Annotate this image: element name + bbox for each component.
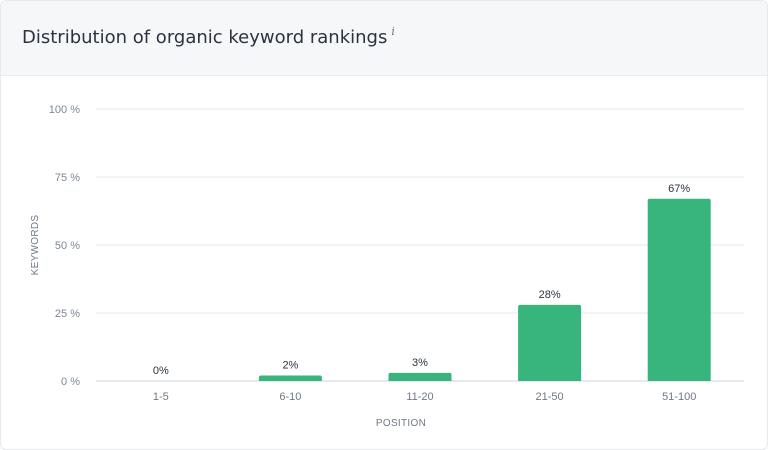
y-tick-label: 0 % — [61, 376, 80, 388]
bar — [518, 304, 582, 381]
card-header: Distribution of organic keyword rankings… — [1, 1, 767, 76]
y-axis-title: KEYWORDS — [30, 215, 41, 276]
bar — [647, 198, 711, 381]
y-tick-label: 50 % — [55, 240, 80, 252]
y-tick-label: 75 % — [55, 172, 80, 184]
y-tick-label: 25 % — [55, 308, 80, 320]
x-tick-label: 6-10 — [279, 391, 301, 403]
info-icon[interactable]: i — [391, 25, 395, 38]
x-tick-label: 1-5 — [153, 391, 169, 403]
y-tick-label: 100 % — [49, 104, 80, 116]
bar — [388, 372, 452, 381]
x-tick-label: 51-100 — [662, 391, 696, 403]
x-axis-title: POSITION — [376, 418, 426, 429]
bar-value-label: 2% — [282, 360, 298, 372]
x-tick-label: 11-20 — [406, 391, 433, 403]
x-tick-label: 21-50 — [536, 391, 564, 403]
bar-value-label: 3% — [412, 357, 428, 369]
card-title: Distribution of organic keyword rankings… — [22, 25, 395, 48]
card-title-text: Distribution of organic keyword rankings — [22, 27, 388, 48]
bar-value-label: 0% — [153, 365, 169, 377]
bar — [258, 375, 322, 381]
bar-value-label: 67% — [668, 183, 690, 195]
bar-value-label: 28% — [539, 289, 561, 301]
